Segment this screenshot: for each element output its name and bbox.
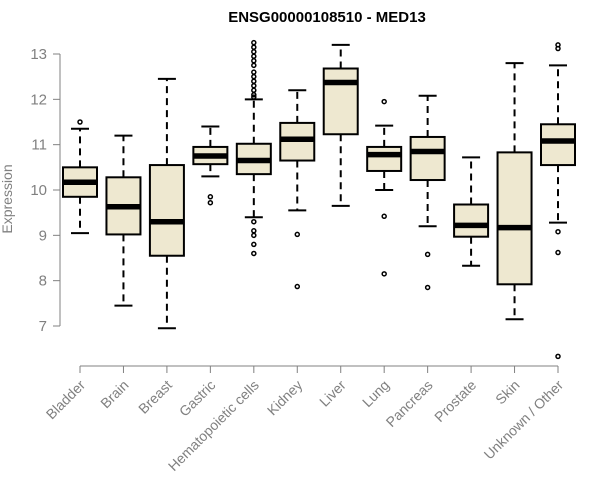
- box-unknown-other: [540, 42, 576, 360]
- y-tick-label: 13: [30, 46, 47, 63]
- iqr-box: [366, 145, 403, 172]
- outlier-point: [251, 250, 257, 257]
- y-tick-label: 7: [39, 318, 47, 335]
- outlier-point: [251, 44, 257, 50]
- outlier-point: [251, 69, 257, 75]
- outlier-point: [251, 228, 257, 234]
- box-brain: [105, 134, 142, 307]
- outlier-point: [251, 53, 257, 60]
- box-gastric: [192, 125, 229, 206]
- outlier-point: [294, 231, 301, 238]
- outlier-point: [251, 241, 257, 248]
- iqr-box: [322, 67, 359, 136]
- outlier-point: [555, 45, 561, 52]
- iqr-box: [453, 203, 490, 238]
- outlier-point: [251, 87, 257, 94]
- outlier-point: [251, 94, 257, 100]
- y-tick-label: 12: [30, 91, 47, 108]
- outlier-point: [251, 78, 257, 84]
- boxes-layer: [62, 39, 576, 360]
- iqr-box: [148, 164, 185, 257]
- x-tick-label: Lung: [359, 377, 392, 410]
- outlier-point: [555, 353, 561, 360]
- outlier-point: [555, 249, 561, 256]
- outlier-point: [251, 232, 257, 239]
- box-bladder: [62, 119, 98, 235]
- outlier-point: [251, 92, 257, 98]
- box-liver: [322, 43, 359, 207]
- outlier-point: [207, 194, 214, 200]
- iqr-box: [540, 123, 576, 167]
- chart-title: ENSG00000108510 - MED13: [228, 9, 426, 26]
- x-tick-label: Pancreas: [383, 377, 436, 430]
- y-tick-label: 11: [31, 137, 47, 154]
- outlier-point: [294, 283, 301, 290]
- outlier-point: [381, 98, 387, 105]
- x-tick-label: Breast: [135, 377, 175, 417]
- outlier-point: [207, 199, 214, 206]
- x-tick-label: Unknown / Other: [481, 377, 567, 463]
- outlier-point: [251, 82, 257, 89]
- outlier-point: [424, 284, 431, 291]
- box-breast: [148, 77, 185, 330]
- x-tick-label: Prostate: [431, 377, 479, 425]
- outlier-point: [251, 39, 257, 46]
- x-tick-label: Gastric: [176, 377, 219, 420]
- outlier-point: [251, 73, 257, 80]
- outlier-point: [424, 251, 431, 258]
- box-skin: [496, 62, 533, 321]
- y-tick-label: 10: [30, 182, 47, 199]
- y-tick-label: 9: [39, 227, 47, 244]
- x-tick-label: Kidney: [264, 377, 306, 419]
- y-axis: 7 8 9 10 11 12 13: [30, 46, 61, 335]
- x-tick-label: Liver: [316, 377, 349, 410]
- iqr-box: [409, 135, 446, 182]
- outlier-point: [251, 62, 257, 69]
- x-tick-label: Skin: [492, 377, 523, 408]
- box-kidney: [279, 89, 316, 290]
- y-tick-label: 8: [39, 273, 47, 290]
- iqr-box: [496, 151, 533, 286]
- outlier-point: [77, 119, 83, 125]
- y-axis-label: Expression: [0, 164, 15, 233]
- x-tick-label: Bladder: [43, 377, 89, 423]
- x-tick-label: Brain: [97, 377, 131, 411]
- outlier-point: [251, 218, 257, 225]
- box-pancreas: [409, 94, 446, 291]
- box-hematopoietic-cells: [235, 39, 272, 257]
- box-prostate: [453, 156, 490, 267]
- outlier-point: [251, 48, 257, 55]
- box-lung: [366, 98, 403, 277]
- outlier-point: [381, 213, 387, 220]
- outlier-point: [251, 58, 257, 64]
- outlier-point: [381, 271, 387, 277]
- outlier-point: [555, 228, 561, 235]
